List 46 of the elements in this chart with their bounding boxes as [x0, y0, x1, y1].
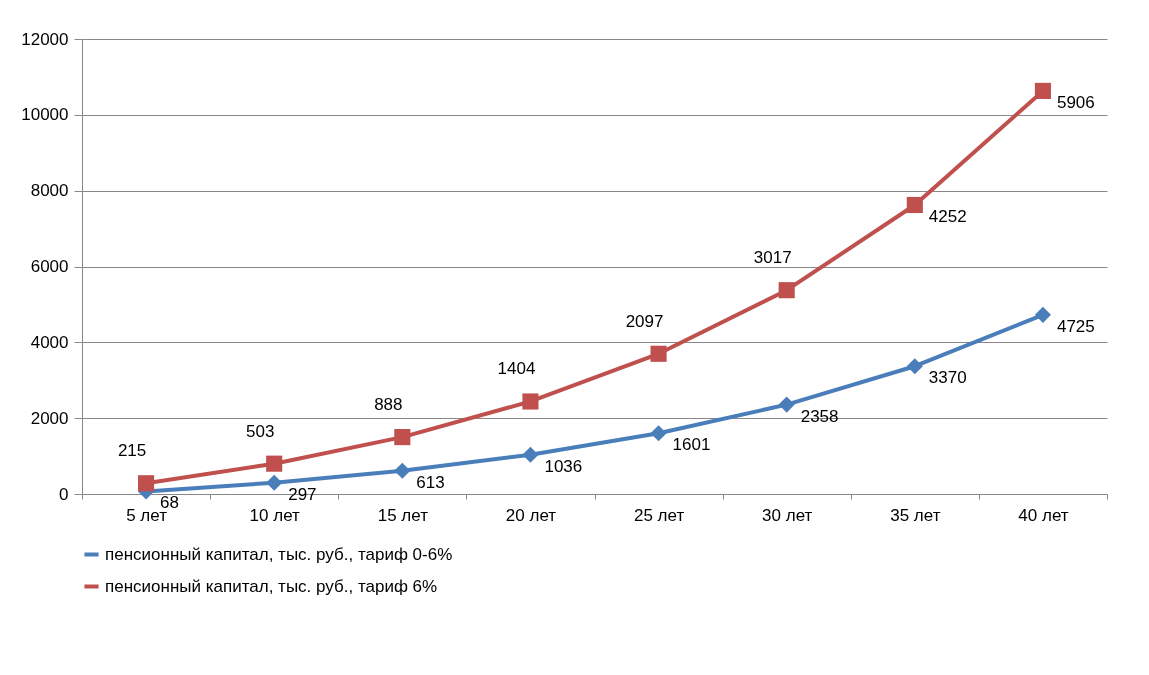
x-tick-label: 40 лет	[1018, 505, 1069, 525]
annotation: 4252	[928, 207, 967, 226]
point	[778, 396, 795, 413]
point	[778, 282, 795, 299]
data-label: 613	[416, 472, 445, 492]
annotation: 2097	[625, 311, 664, 331]
x-tick-label: 30 лет	[762, 505, 813, 525]
y-tick-label: 0	[59, 484, 69, 504]
point	[650, 345, 667, 362]
point	[266, 474, 283, 491]
y-tick-label: 2000	[30, 408, 69, 428]
annotation: 3017	[753, 248, 792, 268]
annotation: 888	[374, 395, 403, 415]
annotation: 215	[117, 441, 147, 461]
point	[522, 393, 539, 410]
data-label: 297	[288, 484, 317, 504]
x-tick-label: 35 лет	[890, 505, 941, 525]
x-tick-label: 15 лет	[377, 505, 429, 525]
annotation: 1404	[497, 359, 536, 379]
point	[522, 446, 539, 463]
y-tick-label: 6000	[30, 257, 69, 276]
data-label: 3370	[928, 368, 967, 388]
annotation: 5906	[1056, 92, 1095, 112]
legend-label: пенсионный капитал, тыс. руб., тариф 6%	[105, 576, 438, 596]
point	[266, 455, 283, 472]
y-tick-label: 12000	[21, 29, 69, 49]
data-label: 1036	[544, 456, 583, 476]
point	[906, 358, 923, 375]
x-tick-label: 10 лет	[249, 505, 301, 525]
point	[650, 425, 667, 442]
data-label: 1601	[672, 435, 711, 455]
legend-label: пенсионный капитал, тыс. руб., тариф 0-6%	[105, 544, 453, 564]
x-tick-label: 25 лет	[633, 505, 685, 525]
point	[394, 462, 411, 479]
point	[138, 475, 155, 492]
y-tick-label: 8000	[30, 181, 69, 201]
point	[394, 429, 411, 446]
y-tick-label: 10000	[21, 105, 69, 125]
y-tick-label: 4000	[30, 332, 69, 352]
point	[906, 196, 923, 214]
x-tick-label: 20 лет	[505, 505, 557, 525]
data-label: 2358	[800, 406, 839, 426]
annotation: 503	[246, 421, 275, 441]
point	[1034, 306, 1051, 323]
data-label: 4725	[1056, 316, 1095, 336]
point	[1034, 82, 1051, 99]
